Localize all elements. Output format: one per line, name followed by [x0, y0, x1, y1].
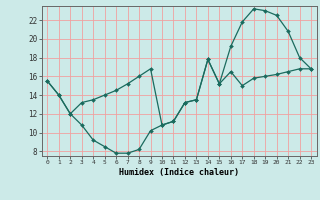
X-axis label: Humidex (Indice chaleur): Humidex (Indice chaleur) — [119, 168, 239, 177]
